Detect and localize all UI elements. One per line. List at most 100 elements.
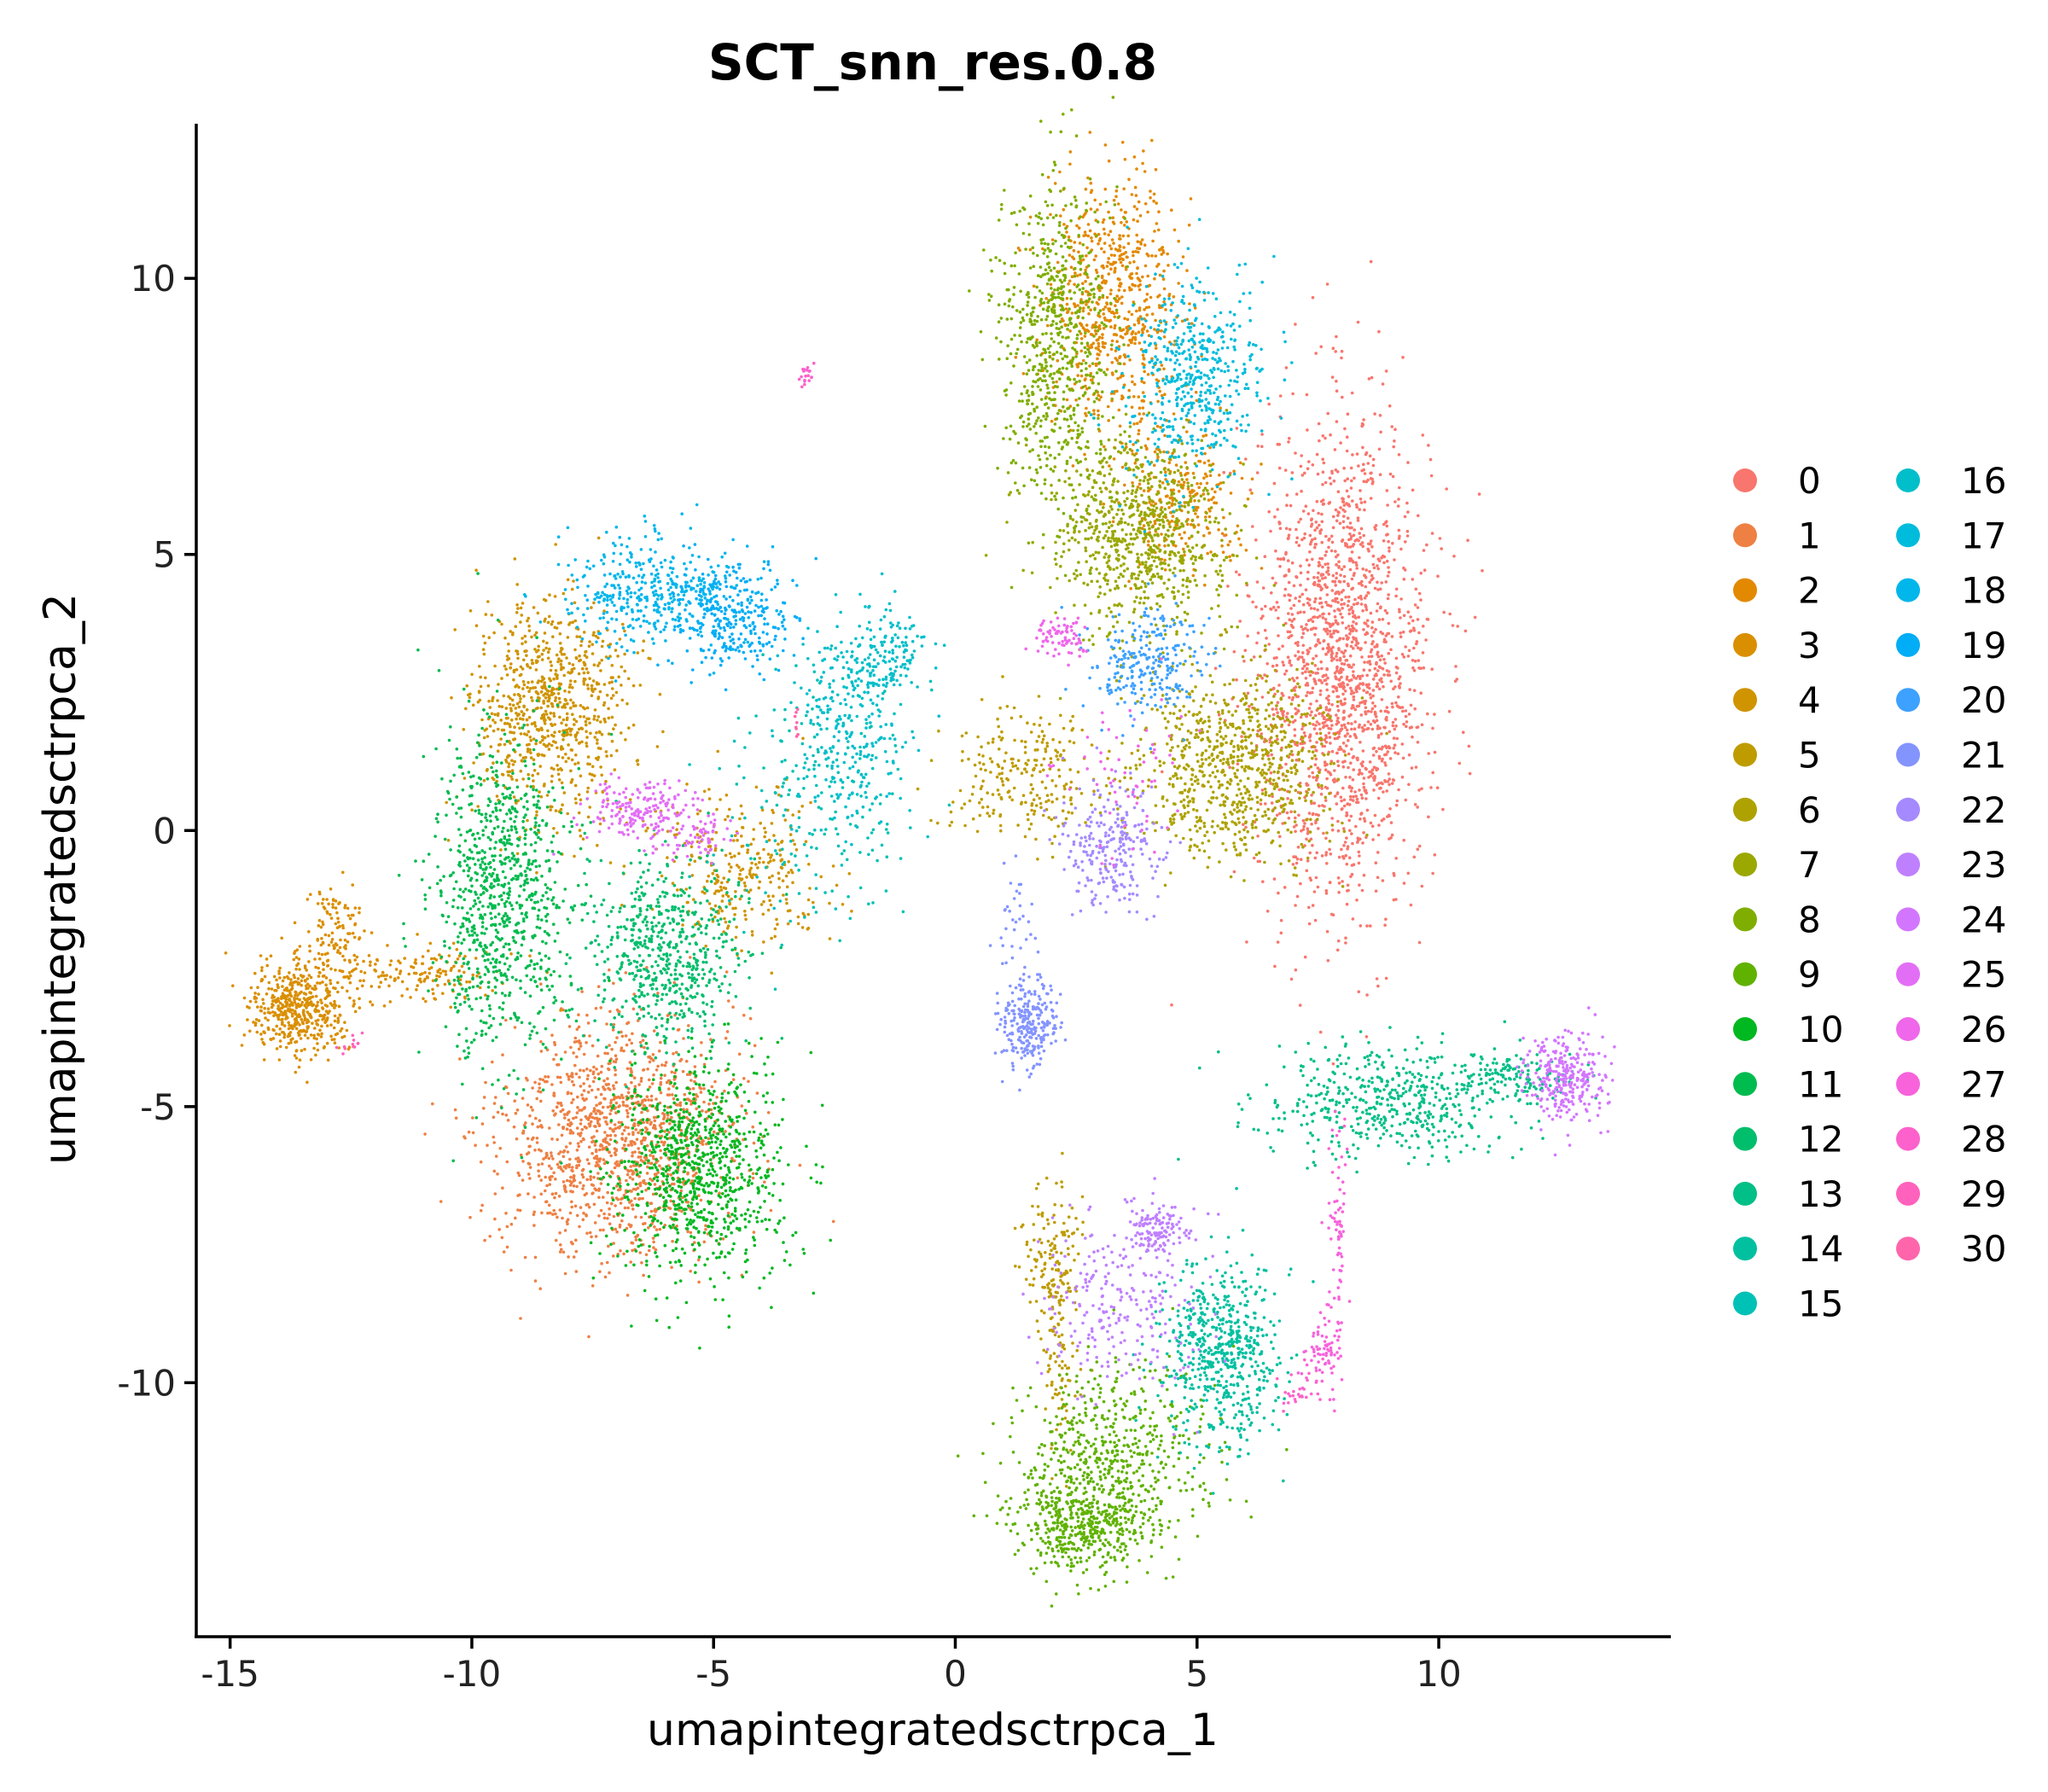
point	[572, 1051, 575, 1055]
point	[1284, 550, 1288, 555]
point	[1280, 691, 1284, 695]
point	[1240, 735, 1243, 738]
point	[1094, 362, 1098, 366]
point	[1346, 582, 1350, 586]
point	[1328, 736, 1332, 739]
point	[1355, 452, 1359, 456]
point	[1349, 686, 1353, 690]
point	[1281, 822, 1284, 825]
point	[1109, 267, 1113, 271]
point	[482, 1096, 486, 1099]
point	[537, 1163, 540, 1167]
point	[318, 971, 322, 975]
point	[253, 992, 257, 995]
point	[1364, 608, 1369, 612]
point	[1207, 515, 1212, 519]
point	[1353, 790, 1357, 794]
point	[1086, 234, 1091, 238]
point	[325, 959, 329, 963]
point	[316, 1004, 319, 1007]
point	[1417, 940, 1422, 945]
point	[1407, 621, 1411, 625]
point	[1283, 719, 1287, 723]
point	[1143, 170, 1147, 173]
point	[1311, 843, 1314, 847]
point	[1326, 411, 1329, 416]
point	[572, 1097, 575, 1102]
point	[264, 1016, 267, 1020]
point	[1355, 567, 1359, 570]
point	[316, 981, 319, 985]
point	[1282, 710, 1285, 713]
point	[493, 664, 497, 668]
point	[667, 1087, 671, 1091]
point	[538, 1287, 542, 1290]
point	[699, 1091, 703, 1094]
point	[1379, 781, 1383, 785]
point	[651, 1155, 655, 1158]
point	[533, 1080, 537, 1085]
point	[1378, 414, 1382, 417]
point	[609, 753, 614, 758]
point	[1135, 309, 1138, 313]
point	[1218, 474, 1221, 477]
point	[1308, 733, 1312, 736]
point	[577, 1047, 581, 1051]
point	[1277, 647, 1281, 651]
point	[554, 543, 557, 546]
point	[1353, 732, 1357, 736]
point	[341, 954, 345, 958]
point	[1260, 616, 1263, 620]
point	[1299, 517, 1302, 521]
point	[552, 1094, 556, 1097]
point	[464, 707, 468, 711]
point	[311, 1004, 314, 1008]
point	[527, 629, 532, 632]
point	[1313, 918, 1318, 922]
point	[491, 1060, 494, 1064]
point	[615, 1184, 619, 1188]
point	[626, 1087, 631, 1091]
point	[1374, 627, 1377, 631]
point	[540, 658, 544, 661]
point	[1137, 317, 1141, 321]
point	[1335, 666, 1339, 670]
point	[1379, 430, 1382, 434]
point	[1346, 525, 1349, 529]
point	[1370, 710, 1373, 713]
point	[1127, 579, 1131, 583]
point	[276, 1007, 280, 1010]
point	[540, 1211, 544, 1215]
point	[537, 1148, 541, 1152]
point	[1127, 388, 1131, 393]
point	[591, 652, 595, 655]
point	[559, 1080, 563, 1085]
point	[1318, 768, 1322, 772]
point	[1127, 177, 1131, 181]
point	[532, 1210, 536, 1214]
point	[433, 957, 436, 961]
point	[1062, 223, 1066, 226]
point	[1353, 597, 1357, 602]
point	[503, 664, 507, 668]
point	[1164, 308, 1167, 311]
point	[587, 1205, 591, 1209]
point	[1351, 841, 1354, 846]
point	[614, 1073, 617, 1077]
point	[360, 984, 364, 988]
point	[1161, 277, 1166, 282]
point	[1391, 720, 1395, 724]
point	[1088, 131, 1092, 134]
point	[587, 1145, 591, 1149]
point	[1147, 305, 1151, 309]
point	[558, 1208, 562, 1212]
point	[1388, 783, 1391, 787]
point	[1335, 555, 1338, 559]
point	[631, 1007, 636, 1011]
point	[700, 1041, 703, 1044]
point	[1321, 457, 1324, 461]
point	[1214, 501, 1219, 505]
point	[1130, 193, 1134, 196]
point	[574, 1238, 578, 1242]
point	[1103, 143, 1108, 147]
